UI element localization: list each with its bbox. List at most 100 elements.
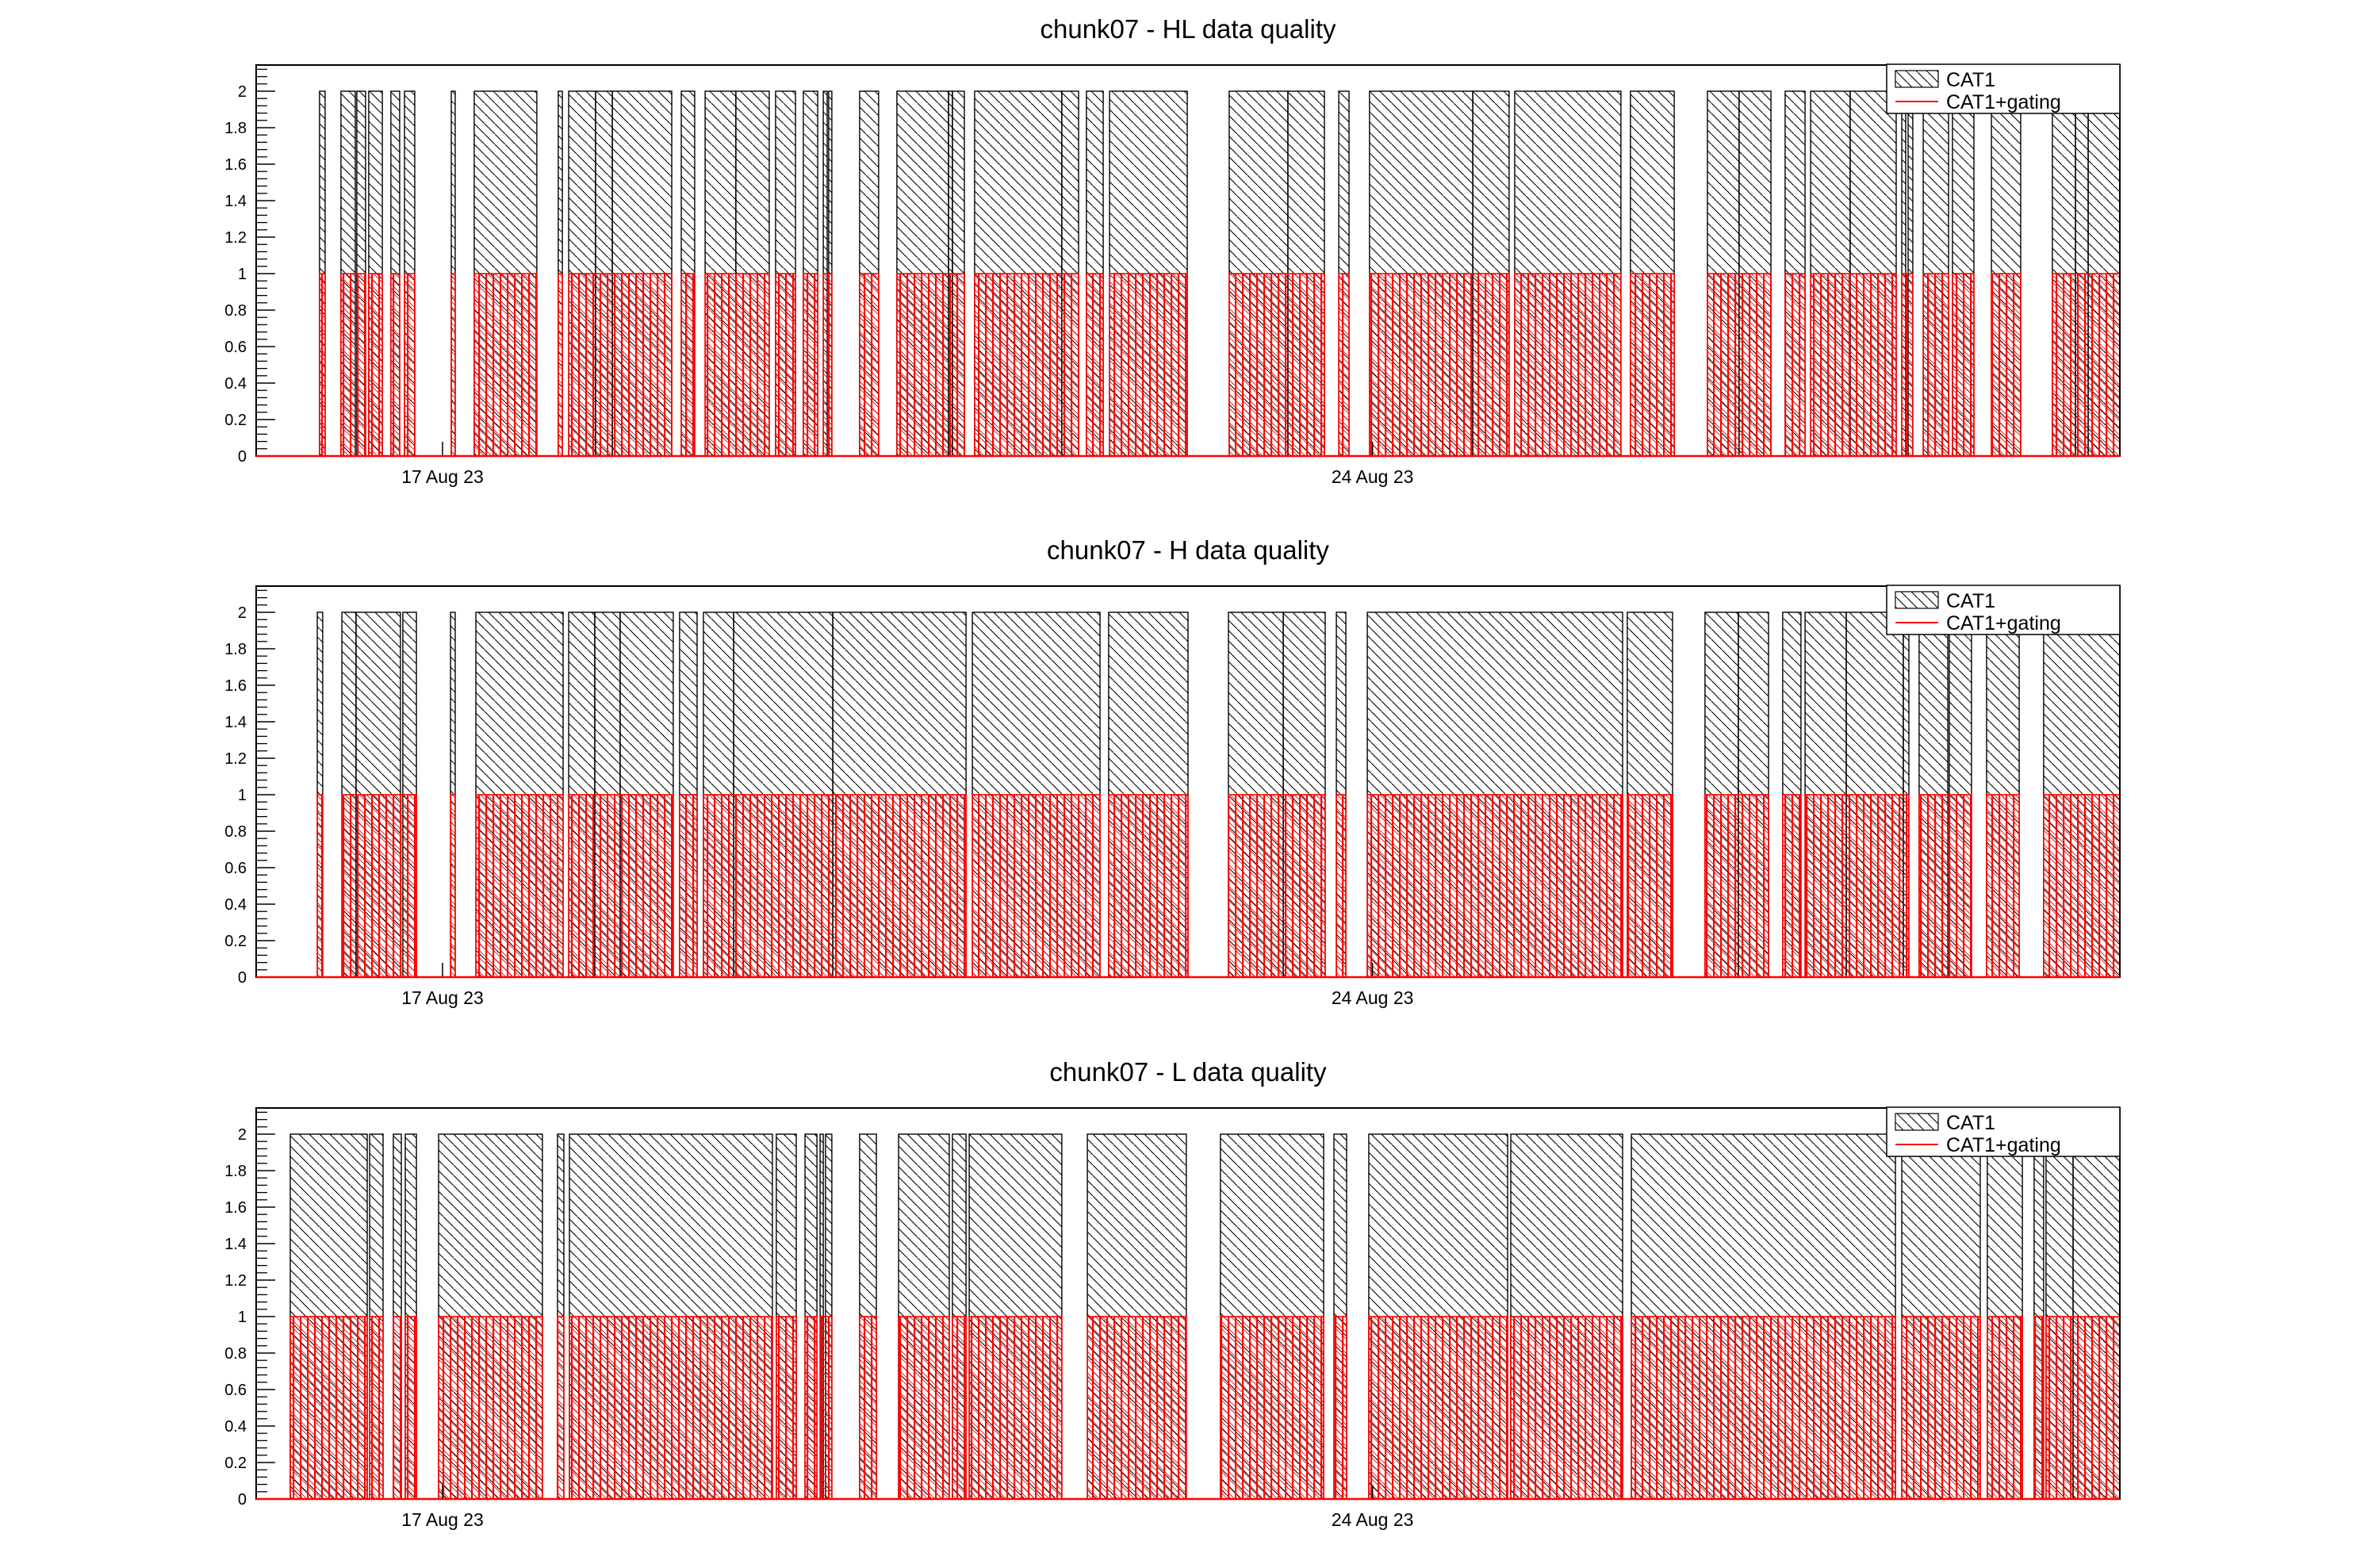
y-axis-tick-label: 0.4 — [224, 1418, 247, 1436]
y-axis-tick-label: 0.2 — [224, 412, 247, 429]
gating-bar — [1369, 273, 1510, 457]
gating-bar — [1804, 794, 1910, 978]
plot-area — [256, 65, 2120, 456]
gating-bar — [703, 794, 967, 978]
gating-bar — [1510, 1316, 1623, 1500]
legend-cat1-swatch — [1895, 591, 1939, 609]
gating-bar — [341, 794, 417, 978]
legend-cat1-label: CAT1 — [1946, 590, 1995, 612]
gating-bar — [859, 1316, 877, 1500]
gating-bar — [1704, 794, 1769, 978]
y-axis-tick-label: 0.6 — [224, 860, 247, 877]
gating-bar — [822, 273, 833, 457]
gating-bar — [971, 794, 1101, 978]
gating-bar — [404, 273, 416, 457]
y-axis-tick-label: 1.4 — [224, 714, 247, 731]
panel-3: chunk07 - L data quality 0 0.2 0.4 0.6 0.8 1 1.… — [224, 1057, 2121, 1530]
y-axis-tick-label: 0 — [238, 969, 247, 987]
gating-bar — [1366, 794, 1623, 978]
gating-bar — [390, 273, 400, 457]
y-axis-tick-label: 1.6 — [224, 156, 247, 174]
y-axis-tick-label: 0.4 — [224, 375, 247, 393]
gating-bar — [1901, 273, 1914, 457]
gating-bar — [473, 273, 538, 457]
y-axis-tick-label: 0.8 — [224, 302, 247, 320]
legend-gating-label: CAT1+gating — [1946, 91, 2061, 113]
y-axis-tick-label: 1.4 — [224, 1236, 247, 1253]
gating-bar — [2052, 273, 2121, 457]
x-axis-tick-label: 24 Aug 23 — [1332, 987, 1414, 1008]
gating-bar — [2045, 1316, 2121, 1500]
gating-bar — [1784, 273, 1806, 457]
y-axis-tick-label: 1.6 — [224, 1199, 247, 1217]
x-axis-tick-label: 17 Aug 23 — [401, 1509, 484, 1530]
gating-bar — [859, 273, 880, 457]
y-axis-tick-label: 2 — [238, 83, 247, 101]
x-axis-tick-label: 17 Aug 23 — [401, 466, 484, 487]
gating-bar — [1514, 273, 1622, 457]
gating-bar — [1986, 794, 2020, 978]
gating-bar — [340, 273, 366, 457]
gating-bar — [896, 273, 965, 457]
gating-bar — [568, 794, 674, 978]
y-axis-tick-label: 1.8 — [224, 641, 247, 658]
gating-bar — [393, 1316, 402, 1500]
y-axis-tick-label: 1.2 — [224, 1272, 247, 1290]
gating-bar — [776, 1316, 797, 1500]
gating-bar — [1991, 273, 2022, 457]
y-axis-tick-label: 2 — [238, 1126, 247, 1144]
y-axis-tick-label: 0.2 — [224, 933, 247, 950]
gating-bar — [1228, 273, 1325, 457]
gating-bar — [1810, 273, 1897, 457]
gating-bar — [1108, 794, 1189, 978]
y-axis-tick-label: 1 — [238, 787, 247, 804]
y-axis-tick-label: 0.8 — [224, 823, 247, 841]
gating-bar — [803, 273, 818, 457]
y-axis-tick-label: 1.8 — [224, 1163, 247, 1180]
gating-bar — [819, 1316, 833, 1500]
gating-bar — [368, 273, 383, 457]
y-axis-tick-label: 0 — [238, 448, 247, 466]
y-axis-tick-label: 1 — [238, 266, 247, 283]
gating-bar — [704, 273, 770, 457]
y-axis-tick-label: 1.4 — [224, 193, 247, 210]
gating-bar — [968, 1316, 1063, 1500]
legend-cat1-label: CAT1 — [1946, 1112, 1995, 1134]
gating-bar — [1338, 273, 1350, 457]
gating-bar — [569, 1316, 773, 1500]
gating-bar — [974, 273, 1079, 457]
y-axis-tick-label: 0.4 — [224, 896, 247, 914]
chart-title: chunk07 - L data quality — [1049, 1057, 1327, 1087]
x-axis-tick-label: 24 Aug 23 — [1332, 466, 1414, 487]
legend-cat1-swatch — [1895, 1113, 1939, 1131]
y-axis-tick-label: 1.2 — [224, 229, 247, 247]
gating-bar — [1630, 273, 1675, 457]
y-axis-tick-label: 1 — [238, 1309, 247, 1326]
gating-bar — [557, 1316, 565, 1500]
y-axis-tick-label: 0.6 — [224, 1382, 247, 1399]
gating-bar — [568, 273, 673, 457]
gating-bar — [1336, 794, 1347, 978]
panel-2: chunk07 - H data quality 0 0.2 0.4 0.6 0.8 1 1.… — [224, 535, 2121, 1008]
gating-bar — [679, 794, 698, 978]
gating-bar — [1901, 1316, 1981, 1500]
gating-bar — [316, 794, 324, 978]
gating-bar — [475, 794, 564, 978]
y-axis-tick-label: 0 — [238, 1491, 247, 1509]
legend-gating-label: CAT1+gating — [1946, 1134, 2061, 1156]
gating-bar — [1228, 794, 1326, 978]
gating-bar — [1627, 794, 1673, 978]
gating-bar — [952, 1316, 967, 1500]
gating-bar — [558, 273, 563, 457]
gating-bar — [450, 273, 456, 457]
gating-bar — [1782, 794, 1802, 978]
gating-bar — [319, 273, 326, 457]
legend-cat1-swatch — [1895, 70, 1939, 88]
y-axis-tick-label: 1.8 — [224, 120, 247, 137]
legend-gating-label: CAT1+gating — [1946, 612, 2061, 634]
